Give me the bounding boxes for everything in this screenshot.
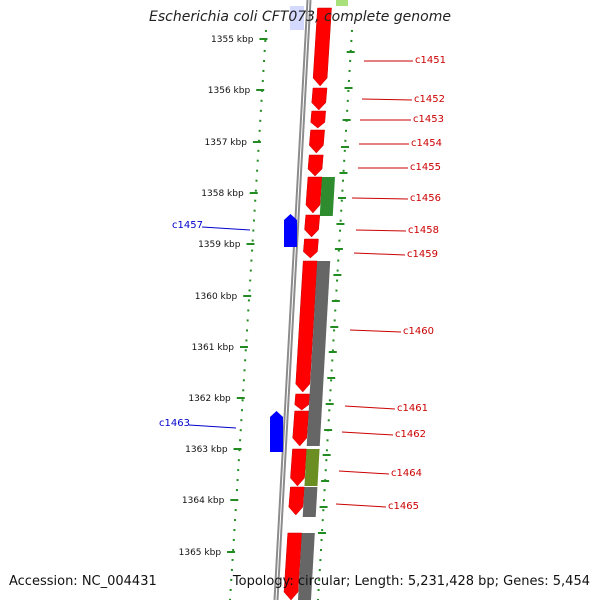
tick-label: 1362 kbp	[188, 394, 231, 404]
gene-label-line	[341, 431, 394, 436]
reverse-cds-arrow	[311, 87, 328, 111]
cog-block	[306, 261, 331, 446]
reverse-cds-arrow	[288, 486, 305, 516]
tick-label: 1361 kbp	[192, 343, 235, 353]
gene-label-reverse: c1456	[410, 193, 441, 204]
tick-label: 1363 kbp	[185, 445, 228, 455]
backbone-highlight	[275, 0, 310, 600]
gene-label-reverse: c1459	[407, 249, 438, 260]
forward-cds-arrow	[270, 411, 283, 452]
tick-label: 1360 kbp	[195, 292, 238, 302]
tick-label: 1355 kbp	[211, 35, 254, 45]
reverse-cds-arrow	[292, 410, 309, 447]
gene-label-line	[201, 226, 251, 231]
tick-guide-left	[229, 29, 267, 600]
cog-block	[319, 177, 335, 216]
cog-block	[304, 449, 320, 486]
reverse-cds-arrow	[294, 393, 310, 411]
tick-label: 1359 kbp	[198, 240, 241, 250]
tick-label: 1358 kbp	[201, 189, 244, 199]
gene-label-line	[351, 197, 409, 200]
gene-label-reverse: c1460	[403, 326, 434, 337]
reverse-cds-arrow	[303, 238, 319, 259]
tick-label: 1365 kbp	[179, 548, 222, 558]
gene-label-line	[353, 252, 406, 256]
accession-label: Accession: NC_004431	[9, 574, 157, 589]
gene-label-line	[349, 329, 402, 333]
gene-label-reverse: c1465	[388, 501, 419, 512]
reverse-cds-arrow	[290, 448, 307, 487]
cog-block-top	[336, 0, 348, 6]
gene-label-reverse: c1462	[395, 429, 426, 440]
cog-block	[298, 533, 315, 600]
reverse-cds-arrow	[304, 214, 321, 238]
gene-label-forward: c1457	[172, 220, 203, 231]
gene-label-forward: c1463	[159, 418, 190, 429]
gene-label-reverse: c1453	[413, 114, 444, 125]
reverse-cds-arrow	[283, 532, 303, 600]
gene-label-reverse: c1464	[391, 468, 422, 479]
gene-label-line	[361, 98, 413, 101]
tick-label: 1364 kbp	[182, 496, 225, 506]
gene-label-reverse: c1461	[397, 403, 428, 414]
reverse-cds-arrow	[305, 176, 323, 214]
forward-cds-arrow	[284, 214, 297, 247]
gene-label-line	[344, 405, 396, 410]
reverse-cds-arrow	[307, 154, 324, 177]
gene-label-line	[188, 424, 237, 429]
cog-block	[302, 487, 318, 517]
reverse-cds-arrow	[309, 129, 325, 154]
tick-label: 1357 kbp	[205, 138, 248, 148]
gene-label-reverse: c1458	[408, 225, 439, 236]
gene-label-line	[355, 229, 407, 232]
forward-strand-block	[290, 6, 304, 30]
tick-label: 1356 kbp	[208, 86, 251, 96]
topology-label: Topology: circular; Length: 5,231,428 bp…	[232, 574, 590, 589]
reverse-cds-arrow	[310, 110, 326, 129]
genome-title: Escherichia coli CFT073, complete genome	[149, 9, 451, 25]
reverse-cds-arrow	[312, 7, 332, 87]
reverse-cds-arrow	[295, 260, 318, 393]
gene-label-reverse: c1452	[414, 94, 445, 105]
gene-label-line	[335, 503, 387, 508]
gene-label-reverse: c1455	[410, 162, 441, 173]
gene-label-line	[338, 470, 390, 475]
gene-label-reverse: c1454	[411, 138, 442, 149]
gene-label-reverse: c1451	[415, 55, 446, 66]
